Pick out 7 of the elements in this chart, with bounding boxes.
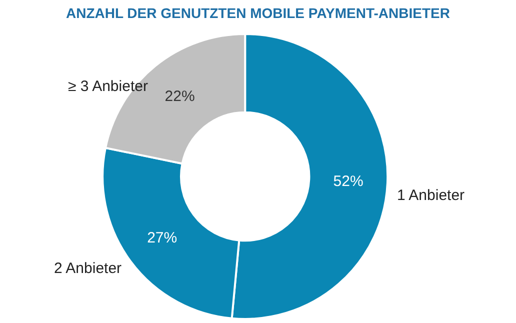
slice-label: ≥ 3 Anbieter xyxy=(68,78,148,95)
data-label: 27% xyxy=(147,230,178,247)
chart-title: ANZAHL DER GENUTZTEN MOBILE PAYMENT-ANBIETER xyxy=(66,4,450,21)
data-label: 22% xyxy=(164,88,195,105)
slice-label: 2 Anbieter xyxy=(54,260,122,277)
data-label: 52% xyxy=(333,172,364,190)
slice-label: 1 Anbieter xyxy=(397,187,465,204)
